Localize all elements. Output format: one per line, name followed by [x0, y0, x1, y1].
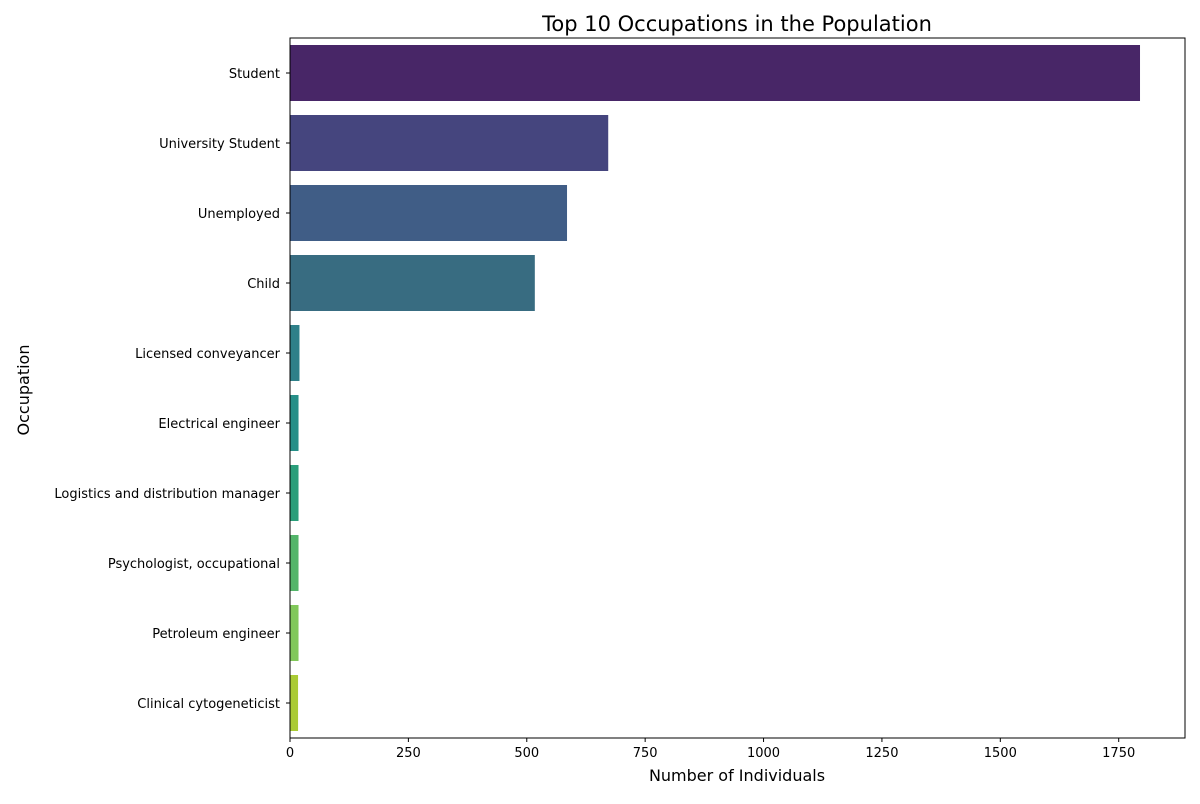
x-tick-label: 1250	[865, 746, 898, 761]
x-tick-label: 1500	[984, 746, 1017, 761]
bars-layer	[290, 45, 1141, 731]
y-tick-label: Licensed conveyancer	[135, 347, 280, 362]
x-tick-label: 750	[633, 746, 658, 761]
bar	[290, 115, 609, 171]
x-axis-label: Number of Individuals	[649, 766, 825, 785]
y-tick-label: Unemployed	[198, 207, 280, 222]
x-tick-label: 0	[286, 746, 294, 761]
plot-frame	[289, 37, 1186, 739]
bar	[290, 675, 299, 731]
y-axis-label: Occupation	[14, 345, 33, 436]
y-tick-label: Logistics and distribution manager	[54, 487, 280, 502]
x-tick-label: 500	[514, 746, 539, 761]
y-tick-label: Student	[229, 67, 280, 82]
x-tick-label: 1000	[747, 746, 780, 761]
bar	[290, 325, 300, 381]
y-tick-label: Electrical engineer	[158, 417, 280, 432]
x-tick-label: 250	[396, 746, 421, 761]
bar	[290, 395, 299, 451]
bar	[290, 255, 535, 311]
x-tick-label: 1750	[1102, 746, 1135, 761]
y-tick-label: Child	[247, 277, 280, 292]
y-tick-labels: Student University Student Unemployed Child…	[54, 67, 280, 712]
chart-title: Top 10 Occupations in the Population	[541, 12, 932, 36]
bar	[290, 465, 299, 521]
y-tick-label: Petroleum engineer	[152, 627, 280, 642]
y-tick-label: Psychologist, occupational	[108, 557, 280, 572]
bar	[290, 185, 568, 241]
y-tick-label: Clinical cytogeneticist	[137, 697, 280, 712]
x-tick-labels: 0 250 500 750 1000 1250 1500 1750	[286, 746, 1135, 761]
axes-layer	[286, 37, 1186, 742]
y-tick-label: University Student	[159, 137, 280, 152]
bar	[290, 605, 299, 661]
bar	[290, 45, 1141, 101]
bar	[290, 535, 299, 591]
